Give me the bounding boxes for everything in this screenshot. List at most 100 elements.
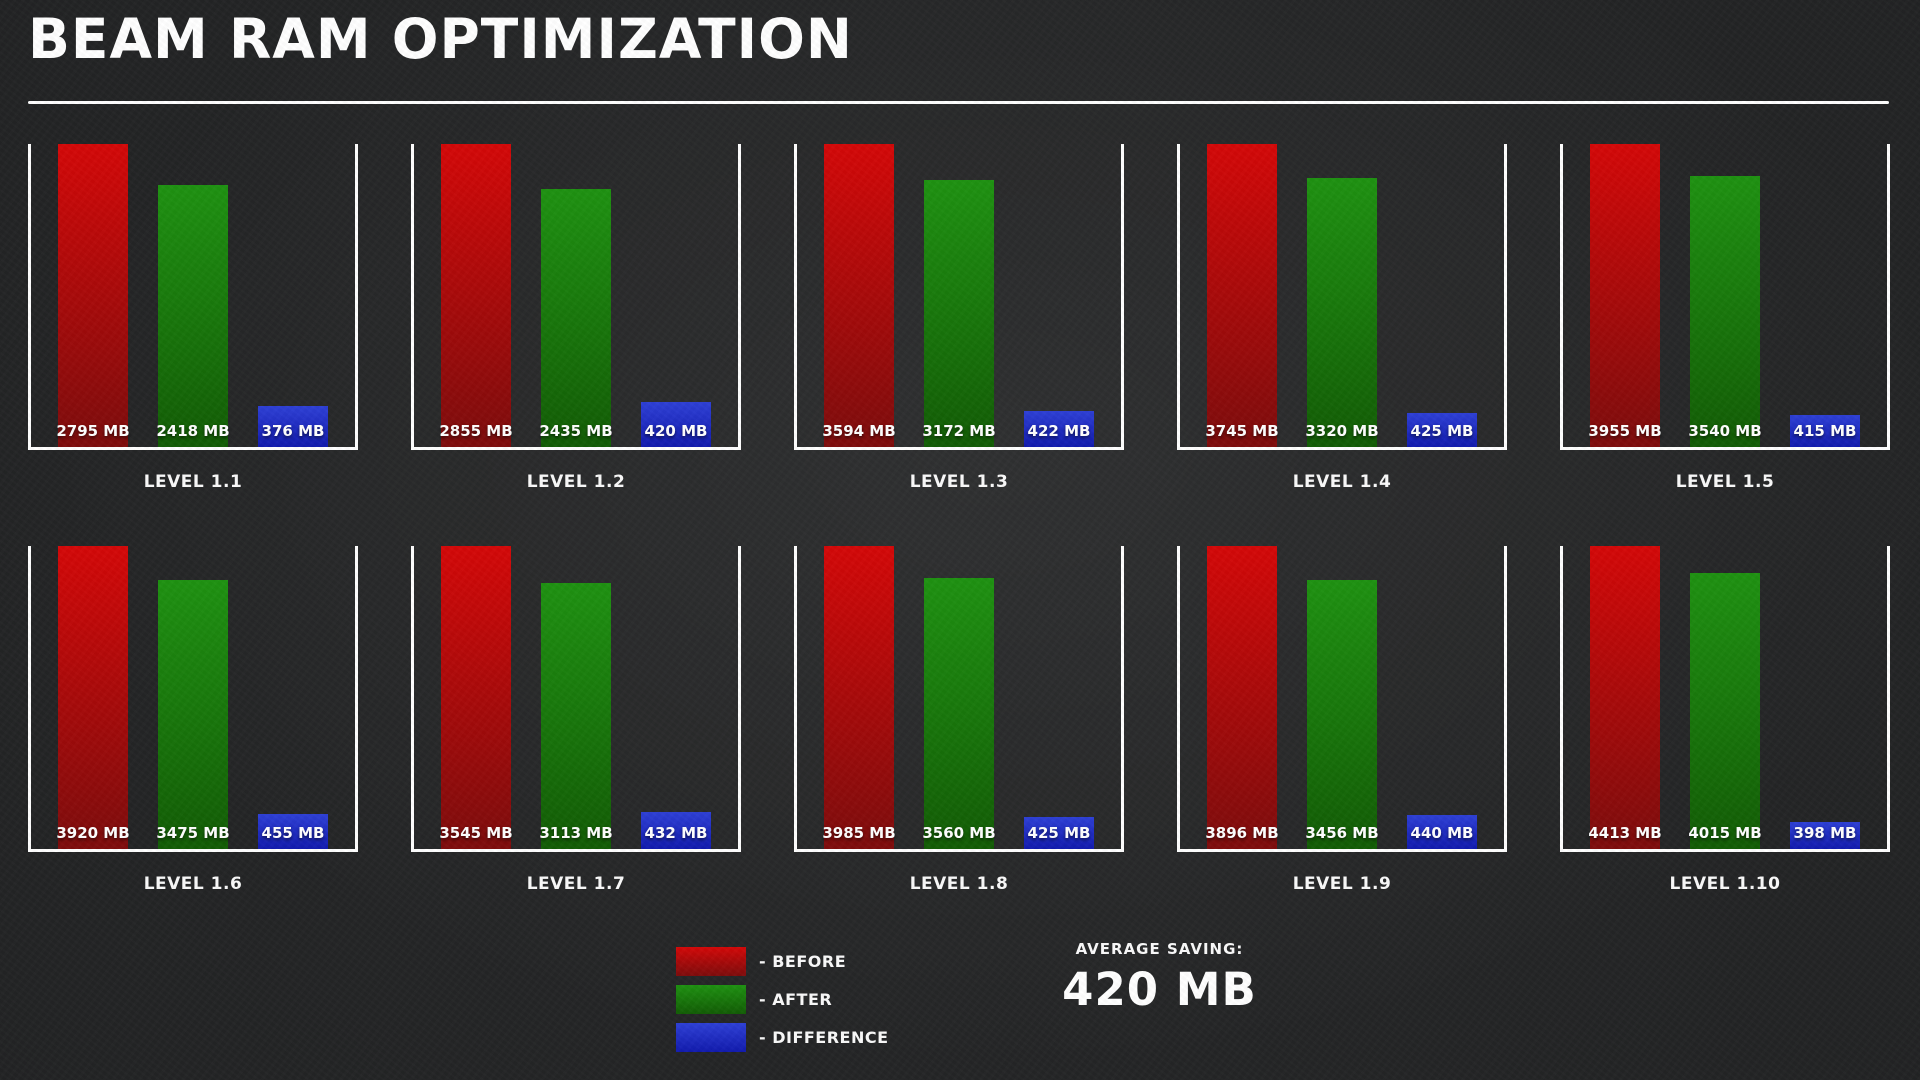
- bar-value-label-before: 3896 MB: [1205, 824, 1279, 842]
- bar-difference: 455 MB: [258, 813, 328, 849]
- bar-value-label-after: 4015 MB: [1688, 824, 1762, 842]
- before-color-swatch: [676, 947, 746, 976]
- bar-value-label-after: 3560 MB: [922, 824, 996, 842]
- bar-value-label-difference: 455 MB: [261, 824, 325, 842]
- legend-label-before: - BEFORE: [759, 952, 847, 971]
- bar-value-label-after: 3540 MB: [1688, 422, 1762, 440]
- bar-value-label-before: 4413 MB: [1588, 824, 1662, 842]
- chart-panel: 3545 MB 3113 MB 432 MB LEVEL 1.7: [411, 546, 741, 894]
- legend-item-after: - AFTER: [676, 985, 889, 1014]
- chart-frame: 3745 MB 3320 MB 425 MB: [1177, 144, 1507, 450]
- bar-value-label-after: 3172 MB: [922, 422, 996, 440]
- average-saving-label: AVERAGE SAVING:: [1075, 940, 1244, 958]
- chart-frame: 2855 MB 2435 MB 420 MB: [411, 144, 741, 450]
- chart-panel: 3985 MB 3560 MB 425 MB LEVEL 1.8: [794, 546, 1124, 894]
- average-saving-value: 420 MB: [1062, 963, 1257, 1016]
- bar-after: 3172 MB: [922, 179, 996, 447]
- chart-frame: 3594 MB 3172 MB 422 MB: [794, 144, 1124, 450]
- chart-frame: 3955 MB 3540 MB 415 MB: [1560, 144, 1890, 450]
- level-label: LEVEL 1.9: [1292, 874, 1392, 894]
- bar-value-label-difference: 425 MB: [1410, 422, 1474, 440]
- bar-value-label-before: 3985 MB: [822, 824, 896, 842]
- bar-value-label-difference: 376 MB: [261, 422, 325, 440]
- bar-after: 3456 MB: [1305, 580, 1379, 849]
- bar-value-label-before: 3745 MB: [1205, 422, 1279, 440]
- chart-panel: 3896 MB 3456 MB 440 MB LEVEL 1.9: [1177, 546, 1507, 894]
- chart-frame: 3896 MB 3456 MB 440 MB: [1177, 546, 1507, 852]
- page-title: BEAM RAM OPTIMIZATION: [28, 7, 853, 71]
- bar-difference: 440 MB: [1407, 814, 1477, 849]
- average-saving: AVERAGE SAVING: 420 MB: [1062, 940, 1257, 1016]
- bar-value-label-after: 3456 MB: [1305, 824, 1379, 842]
- level-label: LEVEL 1.8: [909, 874, 1009, 894]
- title-underline: [28, 101, 1889, 104]
- legend-item-before: - BEFORE: [676, 947, 889, 976]
- bar-before: 4413 MB: [1588, 546, 1662, 849]
- bar-difference: 420 MB: [641, 402, 711, 447]
- bar-after: 3113 MB: [539, 582, 613, 849]
- level-label: LEVEL 1.7: [526, 874, 626, 894]
- bar-value-label-difference: 422 MB: [1027, 422, 1091, 440]
- bar-value-label-difference: 425 MB: [1027, 824, 1091, 842]
- legend: - BEFORE - AFTER - DIFFERENCE: [676, 947, 889, 1052]
- chart-panel: 2855 MB 2435 MB 420 MB LEVEL 1.2: [411, 144, 741, 492]
- bar-value-label-difference: 420 MB: [644, 422, 708, 440]
- bar-difference: 432 MB: [641, 812, 711, 849]
- chart-row-2: 3920 MB 3475 MB 455 MB LEVEL 1.6 3545 MB…: [28, 546, 1890, 894]
- after-color-swatch: [676, 985, 746, 1014]
- bar-value-label-before: 3594 MB: [822, 422, 896, 440]
- bar-difference: 376 MB: [258, 406, 328, 447]
- bar-after: 3560 MB: [922, 578, 996, 849]
- level-label: LEVEL 1.6: [143, 874, 243, 894]
- bar-value-label-before: 3955 MB: [1588, 422, 1662, 440]
- bar-value-label-after: 2418 MB: [156, 422, 230, 440]
- bar-before: 3985 MB: [822, 546, 896, 849]
- bar-after: 3475 MB: [156, 580, 230, 849]
- level-label: LEVEL 1.2: [526, 472, 626, 492]
- bar-difference: 398 MB: [1790, 821, 1860, 849]
- bar-value-label-after: 3320 MB: [1305, 422, 1379, 440]
- bar-difference: 422 MB: [1024, 411, 1094, 447]
- bar-before: 2855 MB: [439, 144, 513, 447]
- legend-item-difference: - DIFFERENCE: [676, 1023, 889, 1052]
- bar-after: 3540 MB: [1688, 175, 1762, 447]
- bar-value-label-difference: 398 MB: [1793, 824, 1857, 842]
- chart-panel: 4413 MB 4015 MB 398 MB LEVEL 1.10: [1560, 546, 1890, 894]
- bar-before: 3545 MB: [439, 546, 513, 849]
- chart-panel: 3955 MB 3540 MB 415 MB LEVEL 1.5: [1560, 144, 1890, 492]
- bar-value-label-before: 2855 MB: [439, 422, 513, 440]
- difference-color-swatch: [676, 1023, 746, 1052]
- level-label: LEVEL 1.10: [1669, 874, 1781, 894]
- legend-label-after: - AFTER: [759, 990, 833, 1009]
- bar-value-label-before: 3545 MB: [439, 824, 513, 842]
- chart-frame: 3985 MB 3560 MB 425 MB: [794, 546, 1124, 852]
- bar-value-label-before: 2795 MB: [56, 422, 130, 440]
- bar-after: 2418 MB: [156, 184, 230, 447]
- bar-before: 3920 MB: [56, 546, 130, 849]
- level-label: LEVEL 1.5: [1675, 472, 1775, 492]
- chart-panel: 3920 MB 3475 MB 455 MB LEVEL 1.6: [28, 546, 358, 894]
- bar-difference: 425 MB: [1407, 412, 1477, 447]
- bar-value-label-difference: 432 MB: [644, 824, 708, 842]
- chart-frame: 3920 MB 3475 MB 455 MB: [28, 546, 358, 852]
- bar-after: 4015 MB: [1688, 573, 1762, 849]
- level-label: LEVEL 1.1: [143, 472, 243, 492]
- bar-before: 3594 MB: [822, 144, 896, 447]
- bar-value-label-after: 2435 MB: [539, 422, 613, 440]
- bar-before: 2795 MB: [56, 144, 130, 447]
- bar-value-label-after: 3475 MB: [156, 824, 230, 842]
- chart-frame: 2795 MB 2418 MB 376 MB: [28, 144, 358, 450]
- bar-before: 3745 MB: [1205, 144, 1279, 447]
- bar-difference: 415 MB: [1790, 415, 1860, 447]
- bar-value-label-after: 3113 MB: [539, 824, 613, 842]
- bar-after: 3320 MB: [1305, 178, 1379, 447]
- chart-panel: 3594 MB 3172 MB 422 MB LEVEL 1.3: [794, 144, 1124, 492]
- level-label: LEVEL 1.4: [1292, 472, 1392, 492]
- chart-panel: 2795 MB 2418 MB 376 MB LEVEL 1.1: [28, 144, 358, 492]
- legend-label-difference: - DIFFERENCE: [759, 1028, 889, 1047]
- level-label: LEVEL 1.3: [909, 472, 1009, 492]
- chart-row-1: 2795 MB 2418 MB 376 MB LEVEL 1.1 2855 MB…: [28, 144, 1890, 492]
- bar-after: 2435 MB: [539, 188, 613, 447]
- bar-value-label-before: 3920 MB: [56, 824, 130, 842]
